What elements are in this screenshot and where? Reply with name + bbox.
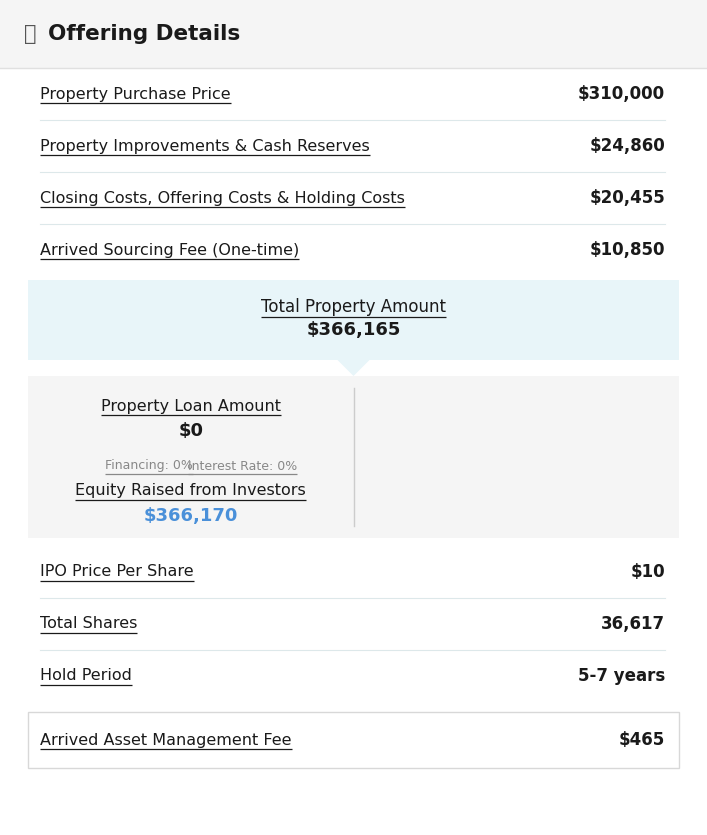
Text: Closing Costs, Offering Costs & Holding Costs: Closing Costs, Offering Costs & Holding … (40, 190, 405, 205)
Bar (28, 280, 679, 360)
Text: 🗒: 🗒 (24, 24, 36, 44)
Text: Total Property Amount: Total Property Amount (261, 298, 446, 316)
Text: IPO Price Per Share: IPO Price Per Share (40, 564, 194, 579)
Text: Equity Raised from Investors: Equity Raised from Investors (76, 483, 306, 498)
Text: Property Purchase Price: Property Purchase Price (40, 87, 230, 102)
Text: Property Loan Amount: Property Loan Amount (101, 398, 281, 413)
Text: $366,165: $366,165 (306, 321, 401, 339)
Text: Total Shares: Total Shares (40, 616, 137, 631)
Text: $310,000: $310,000 (578, 85, 665, 103)
Text: $465: $465 (619, 731, 665, 749)
Bar (28, 376, 679, 538)
Text: $20,455: $20,455 (589, 189, 665, 207)
Polygon shape (337, 360, 370, 376)
FancyBboxPatch shape (28, 712, 679, 768)
Text: $10: $10 (631, 563, 665, 581)
Text: $10,850: $10,850 (590, 241, 665, 259)
Text: Arrived Sourcing Fee (One-time): Arrived Sourcing Fee (One-time) (40, 242, 299, 257)
Text: $0: $0 (178, 422, 203, 440)
Text: Offering Details: Offering Details (48, 24, 240, 44)
Text: $24,860: $24,860 (589, 137, 665, 155)
Text: Arrived Asset Management Fee: Arrived Asset Management Fee (40, 732, 291, 747)
Text: Financing: 0%: Financing: 0% (105, 459, 193, 473)
Text: Interest Rate: 0%: Interest Rate: 0% (188, 459, 298, 473)
Text: Property Improvements & Cash Reserves: Property Improvements & Cash Reserves (40, 139, 370, 154)
Text: $366,170: $366,170 (144, 507, 238, 525)
Text: 36,617: 36,617 (601, 615, 665, 633)
Text: 5-7 years: 5-7 years (578, 667, 665, 685)
Text: Hold Period: Hold Period (40, 669, 132, 684)
Bar (0, 0, 707, 68)
